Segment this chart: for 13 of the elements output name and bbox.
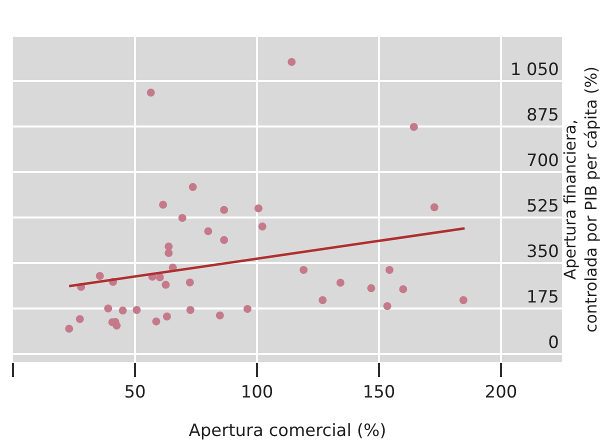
y-tick-label: 350 bbox=[526, 242, 559, 262]
y-tick-label: 0 bbox=[548, 333, 559, 354]
x-axis-title: Apertura comercial (%) bbox=[188, 420, 386, 441]
y-tick-label: 1 050 bbox=[510, 60, 559, 80]
x-tick-label: 150 bbox=[362, 382, 396, 402]
y-tick-label: 875 bbox=[526, 106, 559, 126]
x-tick-label: 50 bbox=[124, 382, 146, 402]
y-axis-title: Apertura financiera, controlada por PIB per cápita (%) bbox=[560, 66, 600, 333]
y-tick-label: 525 bbox=[526, 196, 559, 217]
x-tick-label: 100 bbox=[240, 382, 274, 402]
x-tick-label: 200 bbox=[484, 382, 518, 402]
y-tick-label: 700 bbox=[526, 151, 559, 172]
y-tick-label: 175 bbox=[526, 288, 559, 308]
